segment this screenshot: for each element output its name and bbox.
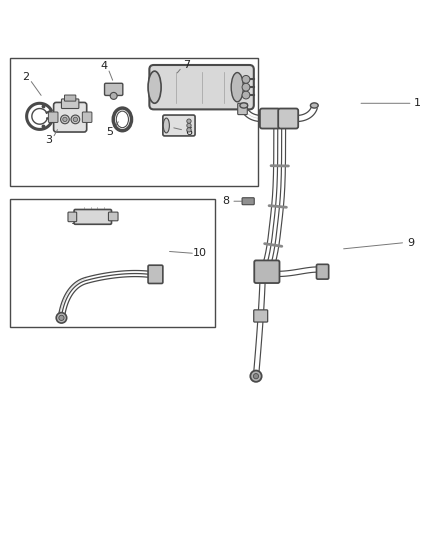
Text: 1: 1: [413, 98, 420, 108]
Text: 2: 2: [22, 72, 29, 82]
Text: 4: 4: [100, 61, 107, 71]
Ellipse shape: [311, 103, 318, 108]
FancyBboxPatch shape: [61, 99, 79, 109]
Circle shape: [242, 91, 250, 99]
Circle shape: [242, 83, 250, 91]
FancyBboxPatch shape: [254, 310, 268, 322]
Text: 9: 9: [407, 238, 414, 247]
Ellipse shape: [231, 72, 244, 102]
Text: 8: 8: [222, 196, 229, 206]
Circle shape: [110, 92, 117, 99]
Circle shape: [73, 117, 78, 122]
FancyBboxPatch shape: [278, 109, 298, 128]
FancyBboxPatch shape: [53, 102, 87, 132]
Ellipse shape: [163, 118, 170, 133]
FancyBboxPatch shape: [105, 83, 123, 95]
FancyBboxPatch shape: [64, 95, 76, 101]
FancyBboxPatch shape: [74, 209, 112, 224]
Text: 5: 5: [106, 126, 113, 136]
Text: 7: 7: [183, 60, 190, 70]
FancyBboxPatch shape: [48, 112, 58, 123]
FancyBboxPatch shape: [260, 109, 280, 128]
Circle shape: [253, 374, 258, 379]
Circle shape: [187, 119, 191, 123]
FancyBboxPatch shape: [68, 212, 77, 222]
Bar: [10, 58, 258, 186]
FancyBboxPatch shape: [149, 65, 254, 109]
FancyBboxPatch shape: [238, 103, 247, 115]
FancyBboxPatch shape: [317, 264, 328, 279]
Ellipse shape: [148, 71, 161, 103]
Circle shape: [56, 313, 67, 323]
Text: 3: 3: [45, 135, 52, 146]
FancyBboxPatch shape: [109, 212, 118, 221]
FancyBboxPatch shape: [254, 261, 279, 283]
Bar: [10, 199, 215, 327]
Text: 10: 10: [192, 248, 206, 259]
FancyBboxPatch shape: [242, 198, 254, 205]
Circle shape: [60, 115, 69, 124]
Circle shape: [251, 370, 261, 382]
Circle shape: [187, 128, 191, 132]
FancyBboxPatch shape: [163, 115, 195, 136]
Circle shape: [187, 123, 191, 128]
Circle shape: [71, 115, 80, 124]
Circle shape: [242, 76, 250, 83]
Text: 6: 6: [185, 127, 192, 138]
Circle shape: [63, 117, 67, 122]
FancyBboxPatch shape: [82, 112, 92, 123]
FancyBboxPatch shape: [148, 265, 163, 284]
Ellipse shape: [240, 103, 248, 108]
Text: 11: 11: [71, 216, 85, 226]
Circle shape: [59, 315, 64, 320]
